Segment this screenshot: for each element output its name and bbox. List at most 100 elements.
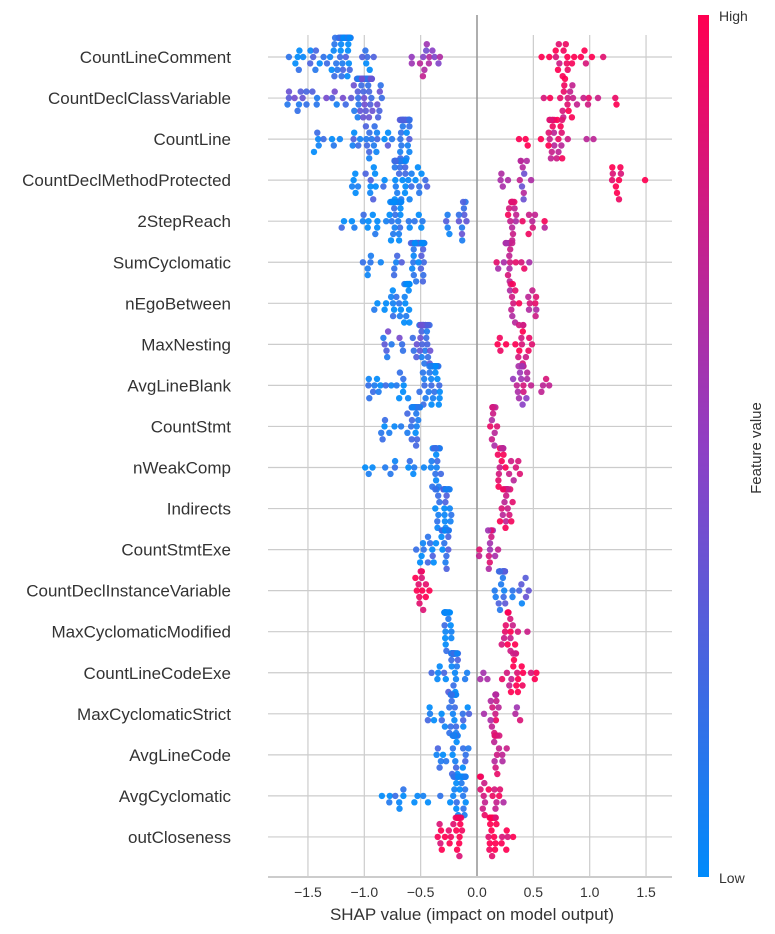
shap-point bbox=[523, 375, 531, 383]
shap-point bbox=[390, 230, 397, 238]
shap-point bbox=[295, 66, 302, 74]
shap-point bbox=[456, 852, 463, 860]
shap-point bbox=[465, 745, 472, 752]
shap-point bbox=[459, 764, 466, 771]
shap-point bbox=[381, 416, 389, 424]
shap-point bbox=[398, 341, 406, 348]
shap-point bbox=[487, 423, 494, 430]
shap-point bbox=[493, 259, 500, 266]
shap-point bbox=[449, 710, 457, 717]
shap-point bbox=[514, 669, 521, 676]
shap-point bbox=[404, 142, 411, 149]
shap-point bbox=[366, 148, 373, 156]
shap-point bbox=[396, 224, 404, 231]
shap-point bbox=[408, 53, 415, 61]
shap-point bbox=[514, 688, 522, 696]
shap-point bbox=[423, 41, 430, 48]
shap-point bbox=[509, 498, 516, 506]
shap-point bbox=[465, 710, 473, 717]
shap-point bbox=[404, 429, 411, 436]
shap-point bbox=[439, 546, 446, 553]
shap-point bbox=[412, 278, 420, 285]
shap-point bbox=[420, 546, 427, 553]
shap-point bbox=[350, 135, 357, 143]
shap-point bbox=[408, 436, 415, 443]
shap-point bbox=[442, 634, 449, 642]
shap-point bbox=[499, 486, 507, 493]
shap-point bbox=[429, 395, 437, 402]
shap-point bbox=[569, 94, 577, 102]
shap-point bbox=[433, 451, 440, 458]
shap-point bbox=[435, 492, 442, 499]
shap-point bbox=[354, 114, 361, 121]
shap-point bbox=[498, 641, 505, 648]
shap-point bbox=[392, 211, 399, 218]
shap-point bbox=[504, 833, 511, 841]
shap-point bbox=[479, 805, 486, 812]
shap-point bbox=[493, 799, 500, 806]
shap-point bbox=[450, 682, 457, 689]
shap-point bbox=[361, 101, 368, 108]
shap-point bbox=[486, 559, 493, 566]
shap-point bbox=[348, 218, 356, 225]
shap-point bbox=[442, 498, 449, 506]
shap-point bbox=[422, 581, 430, 588]
shap-point bbox=[492, 805, 499, 812]
shap-point bbox=[408, 416, 416, 424]
shap-point bbox=[494, 451, 502, 458]
shap-point bbox=[463, 669, 471, 676]
shap-point bbox=[336, 53, 344, 61]
shap-point bbox=[486, 540, 494, 547]
shap-point bbox=[525, 587, 532, 594]
shap-point bbox=[351, 107, 358, 115]
shap-point bbox=[505, 470, 513, 478]
shap-point bbox=[541, 218, 548, 225]
shap-point bbox=[307, 47, 314, 54]
shap-point bbox=[517, 157, 525, 165]
shap-point bbox=[545, 142, 552, 149]
shap-point bbox=[320, 53, 327, 61]
shap-point bbox=[412, 176, 419, 184]
shap-point bbox=[362, 464, 369, 471]
shap-point bbox=[376, 107, 383, 115]
shap-point bbox=[506, 252, 513, 259]
shap-point bbox=[448, 511, 455, 519]
shap-point bbox=[354, 183, 362, 190]
shap-point bbox=[438, 533, 445, 540]
shap-point bbox=[420, 259, 427, 266]
shap-point bbox=[588, 53, 596, 61]
shap-point bbox=[381, 423, 388, 430]
shap-point bbox=[395, 218, 402, 225]
shap-point bbox=[573, 101, 581, 108]
shap-point bbox=[384, 328, 392, 335]
shap-point bbox=[404, 395, 412, 402]
shap-point bbox=[397, 211, 404, 218]
shap-point bbox=[405, 464, 412, 471]
shap-point bbox=[609, 164, 616, 171]
shap-point bbox=[515, 395, 523, 402]
shap-point bbox=[400, 786, 407, 793]
shap-point bbox=[542, 375, 550, 383]
shap-point bbox=[346, 34, 353, 41]
shap-point bbox=[532, 293, 540, 301]
shap-point bbox=[526, 259, 533, 266]
shap-point bbox=[346, 66, 353, 74]
feature-label: CountDeclMethodProtected bbox=[22, 171, 231, 190]
shap-point bbox=[515, 353, 522, 361]
shap-point bbox=[476, 546, 483, 553]
shap-point bbox=[497, 581, 505, 588]
shap-point bbox=[393, 293, 400, 301]
shap-point bbox=[381, 306, 388, 313]
shap-point bbox=[492, 593, 499, 601]
shap-point bbox=[504, 641, 511, 648]
shap-point bbox=[525, 230, 532, 238]
shap-point bbox=[460, 717, 467, 724]
shap-point bbox=[425, 388, 432, 395]
shap-point bbox=[362, 47, 369, 54]
shap-point bbox=[508, 293, 516, 301]
shap-point bbox=[504, 211, 512, 218]
shap-point bbox=[496, 606, 504, 614]
shap-point bbox=[393, 259, 400, 266]
shap-point bbox=[409, 334, 416, 342]
shap-point bbox=[367, 189, 374, 197]
